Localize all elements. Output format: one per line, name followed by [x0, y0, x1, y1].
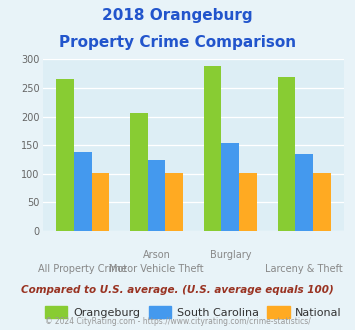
Bar	[148, 160, 165, 231]
Bar	[56, 80, 74, 231]
Text: © 2024 CityRating.com - https://www.cityrating.com/crime-statistics/: © 2024 CityRating.com - https://www.city…	[45, 317, 310, 326]
Text: Larceny & Theft: Larceny & Theft	[265, 264, 343, 274]
Text: 2018 Orangeburg: 2018 Orangeburg	[102, 8, 253, 23]
Text: All Property Crime: All Property Crime	[38, 264, 127, 274]
Bar	[130, 113, 148, 231]
Bar	[295, 154, 313, 231]
Bar	[222, 143, 239, 231]
Bar	[313, 173, 331, 231]
Bar	[74, 152, 92, 231]
Bar	[165, 173, 183, 231]
Text: Property Crime Comparison: Property Crime Comparison	[59, 35, 296, 50]
Bar	[239, 173, 257, 231]
Text: Burglary: Burglary	[209, 250, 251, 260]
Text: Arson: Arson	[143, 250, 170, 260]
Text: Compared to U.S. average. (U.S. average equals 100): Compared to U.S. average. (U.S. average …	[21, 285, 334, 295]
Bar	[92, 173, 109, 231]
Legend: Orangeburg, South Carolina, National: Orangeburg, South Carolina, National	[41, 302, 346, 322]
Bar	[278, 77, 295, 231]
Text: Motor Vehicle Theft: Motor Vehicle Theft	[109, 264, 204, 274]
Bar	[204, 66, 222, 231]
